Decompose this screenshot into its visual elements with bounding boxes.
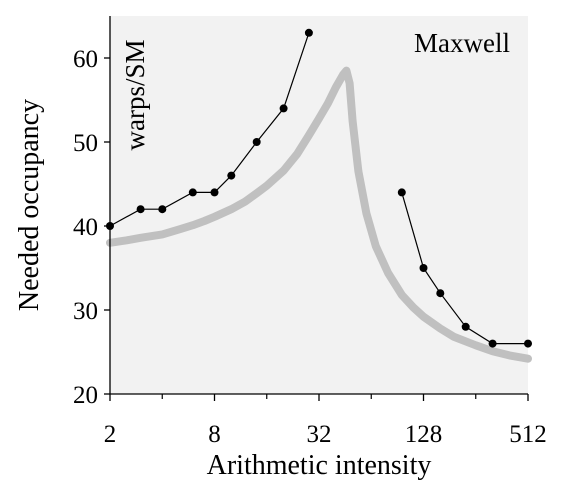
data-layer — [106, 28, 532, 363]
data-point-1-7 — [252, 138, 261, 146]
x-tick-label-2: 2 — [104, 421, 117, 448]
data-point-2-1 — [397, 188, 406, 197]
data-point-1-4 — [188, 188, 197, 197]
data-point-1-2 — [136, 205, 145, 214]
data-point-2-6 — [524, 339, 532, 348]
data-point-1-6 — [227, 171, 236, 180]
x-tick-label-128: 128 — [405, 421, 443, 448]
gpu-name-annotation: Maxwell — [414, 28, 510, 58]
y-tick-label-50: 50 — [73, 130, 98, 157]
data-point-1-8 — [279, 104, 288, 113]
data-point-2-5 — [488, 339, 497, 348]
data-point-2-4 — [461, 322, 470, 331]
axes-layer — [104, 16, 529, 401]
plot-area-background — [110, 16, 528, 394]
data-point-1-3 — [158, 205, 167, 214]
y-tick-label-60: 60 — [73, 46, 98, 73]
data-point-2-3 — [436, 289, 445, 298]
model-curve-line — [106, 66, 532, 363]
x-tick-label-8: 8 — [208, 421, 221, 448]
units-annotation: warps/SM — [120, 39, 150, 150]
y-axis-title: Needed occupancy — [14, 99, 45, 311]
data-point-1-9 — [304, 28, 313, 37]
x-tick-label-32: 32 — [307, 421, 332, 448]
y-tick-label-30: 30 — [73, 298, 98, 325]
y-tick-label-20: 20 — [73, 382, 98, 409]
y-tick-label-40: 40 — [73, 214, 98, 241]
measured-line-segment-2 — [401, 192, 528, 345]
data-point-1-5 — [210, 188, 219, 197]
x-axis-title: Arithmetic intensity — [207, 450, 432, 481]
tick-labels-layer: 20 30 40 50 60 2 8 32 128 512 — [73, 46, 547, 448]
data-point-2-2 — [419, 264, 428, 272]
x-tick-label-512: 512 — [509, 421, 547, 448]
